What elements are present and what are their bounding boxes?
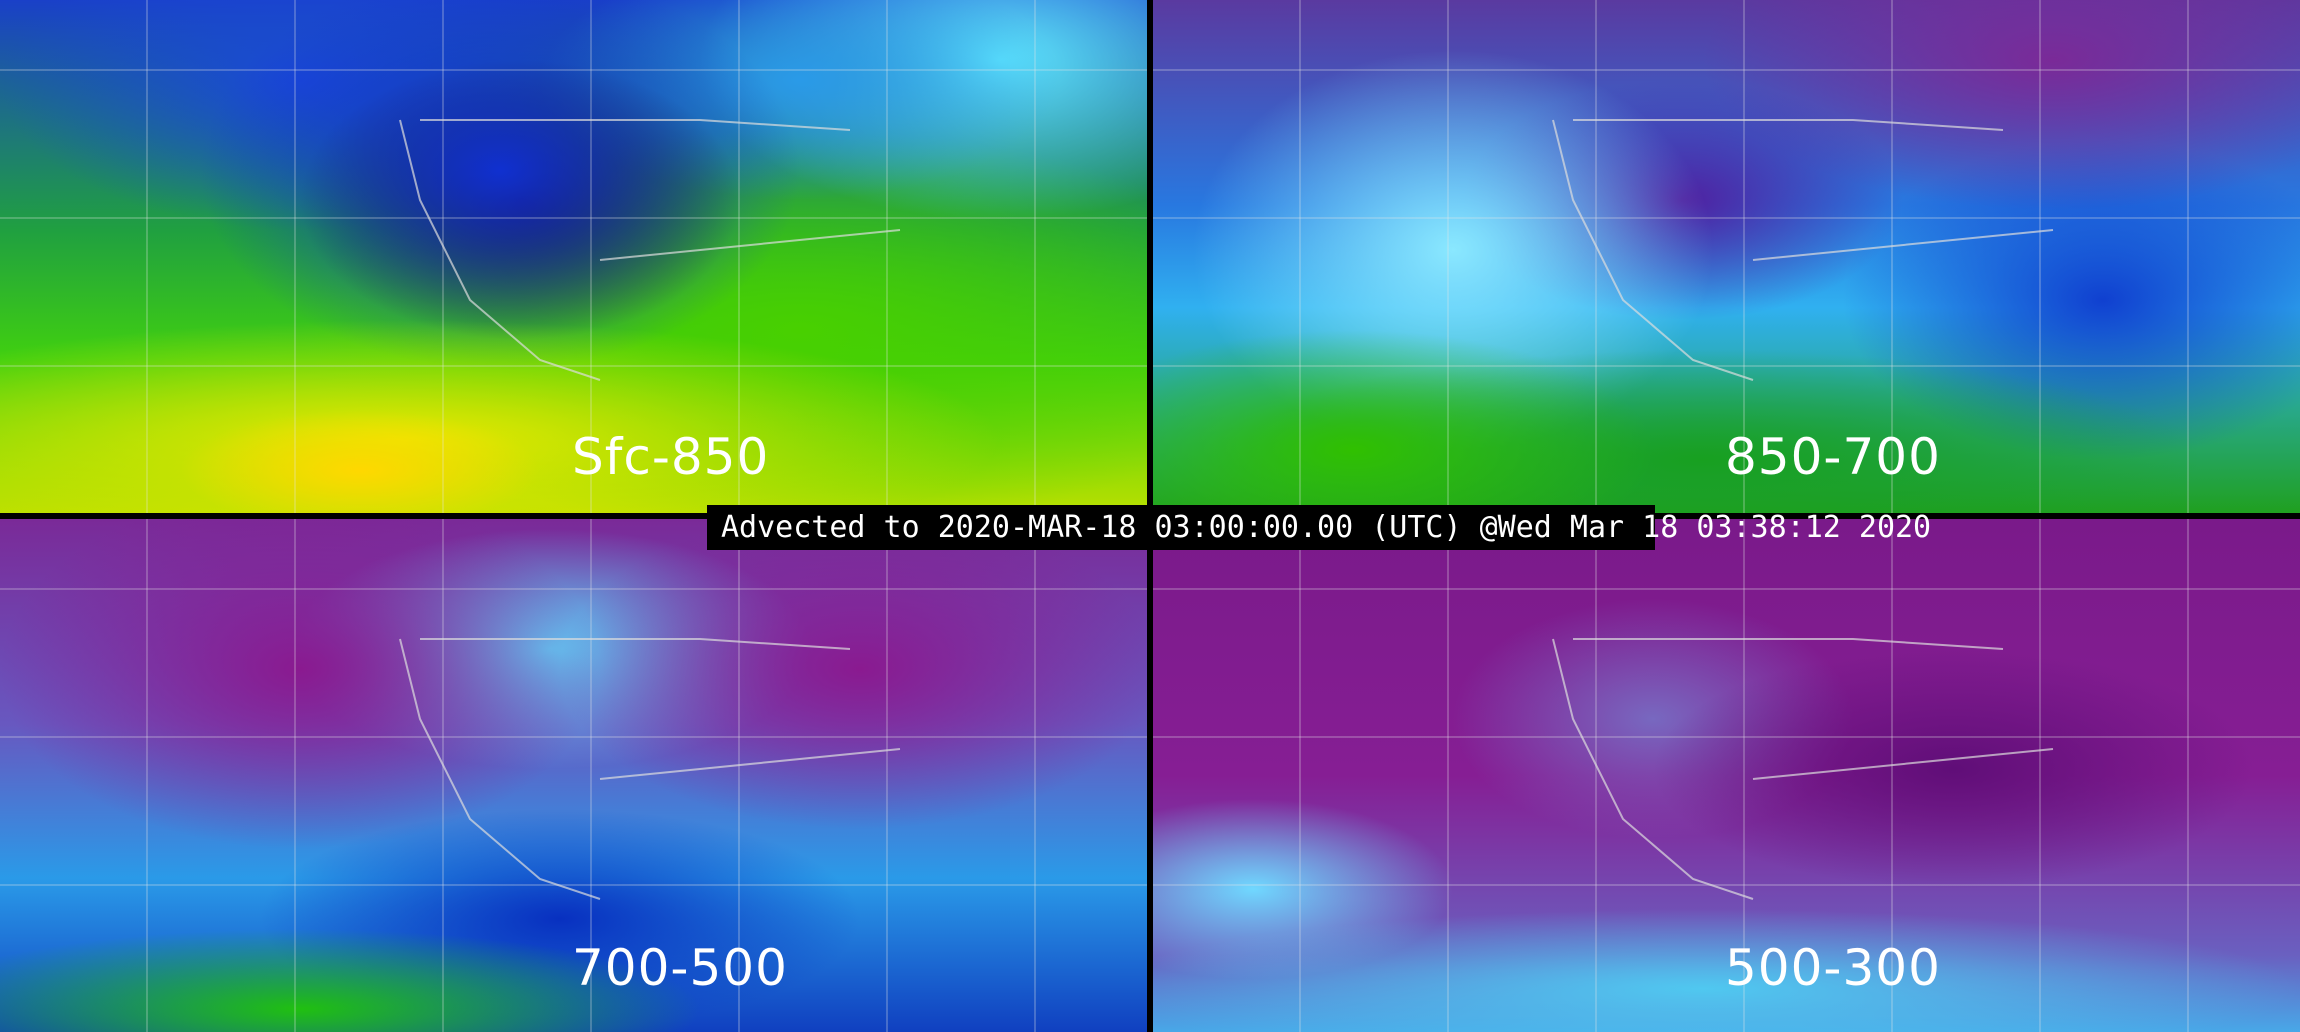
panel-850-700: 850-700 <box>1153 0 2300 513</box>
map-outline <box>1552 638 2054 900</box>
lat-lon-grid <box>1153 519 2300 1032</box>
layer-label: 850-700 <box>1725 428 1941 486</box>
lat-lon-grid <box>0 519 1147 1032</box>
panel-700-500: 700-500 <box>0 519 1147 1032</box>
lat-lon-grid <box>0 0 1147 513</box>
panel-sfc-850: Sfc-850 <box>0 0 1147 513</box>
map-outline <box>399 638 901 900</box>
layer-label: Sfc-850 <box>572 428 770 486</box>
map-outline <box>1552 119 2054 381</box>
lat-lon-grid <box>1153 0 2300 513</box>
layer-label: 700-500 <box>572 939 788 997</box>
timestamp-caption: Advected to 2020-MAR-18 03:00:00.00 (UTC… <box>707 505 1931 550</box>
map-outline <box>399 119 901 381</box>
layer-label: 500-300 <box>1725 939 1941 997</box>
panel-500-300: 500-300 <box>1153 519 2300 1032</box>
